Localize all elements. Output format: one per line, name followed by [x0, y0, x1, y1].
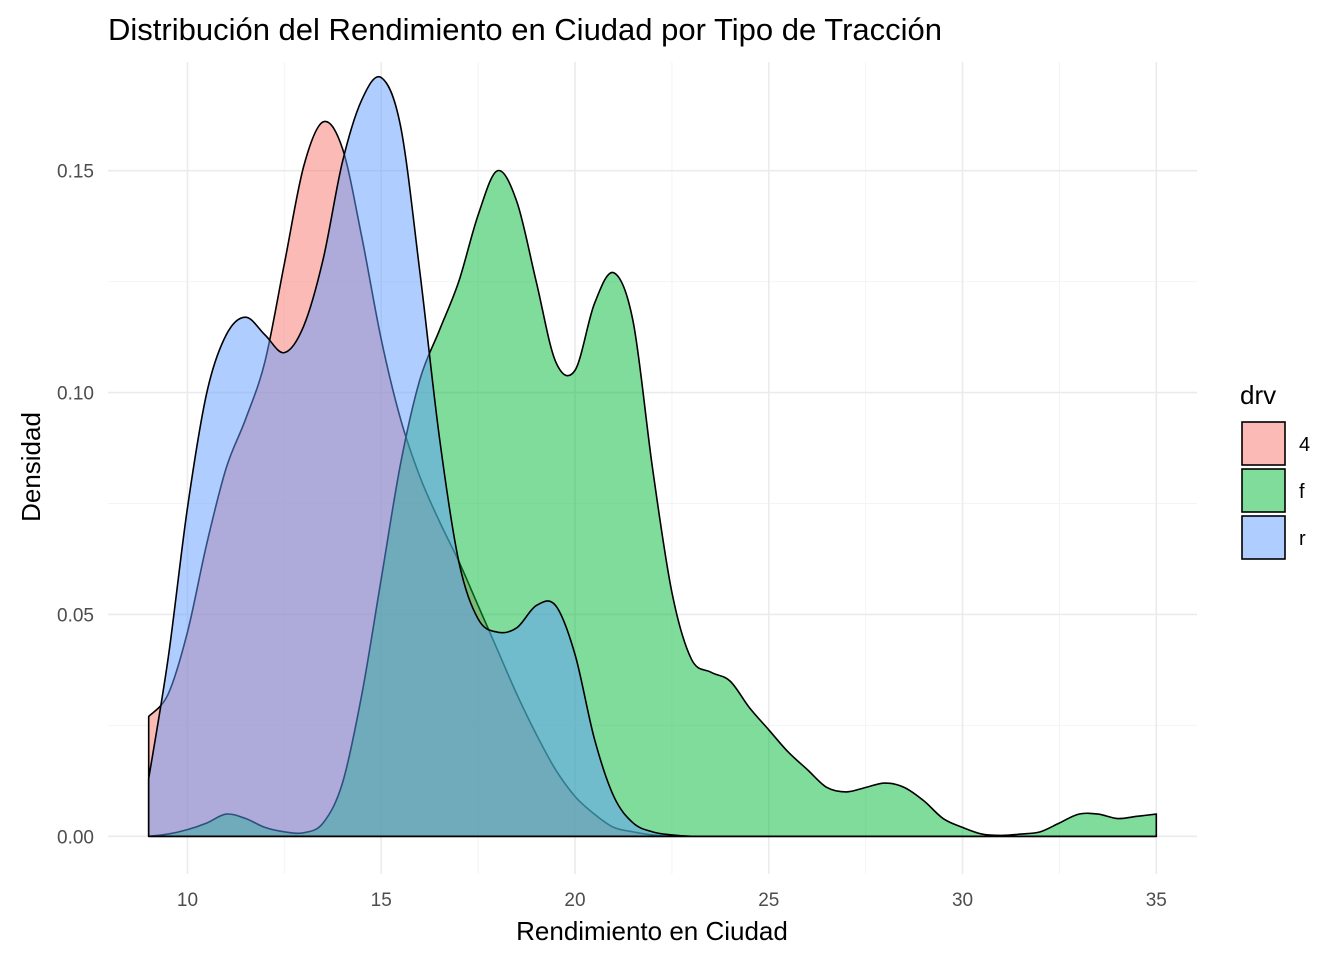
- density-areas: [147, 75, 1158, 838]
- x-axis-ticks: 10 15 20 25 30 35: [177, 890, 1167, 911]
- legend-label-r: r: [1299, 528, 1306, 550]
- chart-title: Distribución del Rendimiento en Ciudad p…: [108, 12, 942, 47]
- x-tick-label: 25: [758, 890, 779, 911]
- y-axis-title: Densidad: [16, 412, 46, 522]
- x-tick-label: 20: [564, 890, 585, 911]
- y-tick-label: 0.05: [57, 605, 94, 626]
- density-area-r: [147, 75, 1158, 838]
- y-tick-label: 0.15: [57, 162, 94, 183]
- legend-label-4: 4: [1299, 434, 1310, 456]
- x-tick-label: 30: [952, 890, 973, 911]
- y-axis-ticks: 0.00 0.05 0.10 0.15: [57, 162, 94, 849]
- legend-key-f: [1241, 468, 1286, 513]
- x-tick-label: 10: [177, 890, 198, 911]
- legend-label-f: f: [1299, 481, 1305, 503]
- legend-key-4: [1241, 421, 1286, 466]
- x-tick-label: 35: [1146, 890, 1167, 911]
- x-tick-label: 15: [371, 890, 392, 911]
- legend-key-r: [1241, 515, 1286, 560]
- legend: drv 4 f r: [1240, 380, 1310, 560]
- y-tick-label: 0.00: [57, 827, 94, 848]
- y-tick-label: 0.10: [57, 384, 94, 405]
- x-axis-title: Rendimiento en Ciudad: [516, 916, 788, 946]
- legend-title: drv: [1240, 380, 1276, 410]
